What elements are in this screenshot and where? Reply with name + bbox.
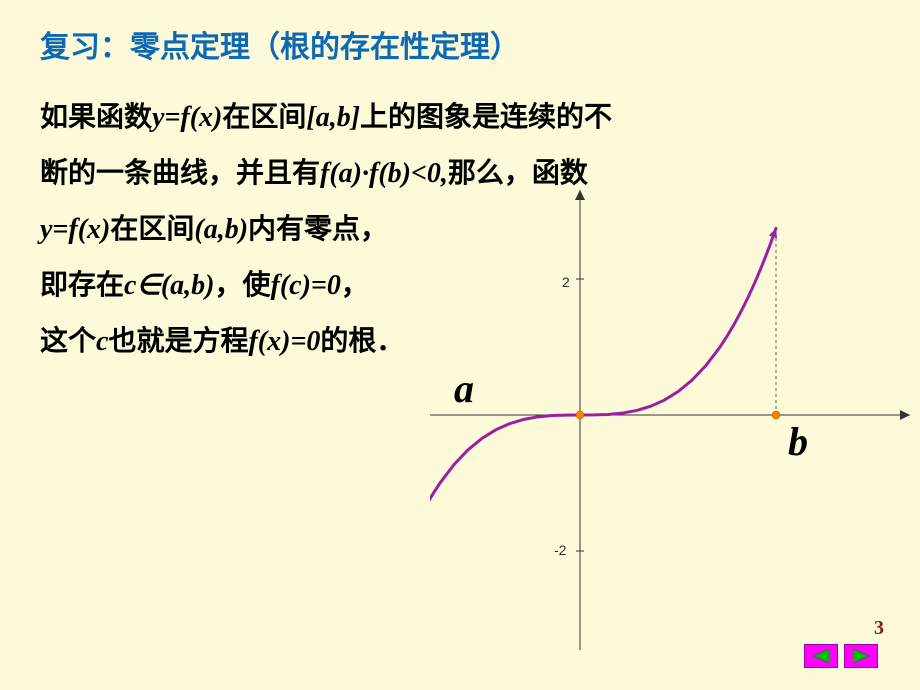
t5b: c: [96, 326, 108, 357]
ytick-neg2: -2: [554, 542, 566, 558]
page-number: 3: [874, 617, 884, 640]
t4d: f(c)=0: [271, 270, 341, 301]
line-1: 如果函数y=f(x)在区间[a,b]上的图象是连续的不: [40, 90, 880, 146]
page-title: 复习：零点定理（根的存在性定理）: [40, 22, 520, 66]
t5d: f(x)=0: [248, 326, 320, 357]
t1d: [a,b]: [306, 102, 360, 133]
t1c: 在区间: [222, 102, 306, 133]
t3c: (a,b): [194, 214, 248, 245]
nav-buttons: [804, 644, 878, 668]
label-a: a: [454, 365, 474, 412]
t4e: ，: [341, 270, 369, 301]
ytick-2: 2: [562, 274, 570, 290]
label-b: b: [788, 418, 808, 465]
t3b: 在区间: [110, 214, 194, 245]
t3d: 内有零点，: [248, 214, 388, 245]
t1b: y=f(x): [152, 102, 222, 133]
prev-button[interactable]: [804, 644, 838, 668]
t2a: 断的一条曲线，并且有: [40, 158, 320, 189]
next-button[interactable]: [844, 644, 878, 668]
t2b: f(a)·f(b)<0,: [320, 158, 448, 189]
t2c: 那么，函数: [448, 158, 588, 189]
t1a: 如果函数: [40, 102, 152, 133]
t5a: 这个: [40, 326, 96, 357]
t1e: 上的图象是连续的不: [360, 102, 612, 133]
t4a: 即存在: [40, 270, 124, 301]
t5e: 的根．: [320, 326, 404, 357]
triangle-left-icon: [813, 649, 829, 663]
t4c: ，使: [214, 270, 270, 301]
t5c: 也就是方程: [108, 326, 248, 357]
triangle-right-icon: [853, 649, 869, 663]
chart-svg: [430, 190, 910, 650]
t3a: y=f(x): [40, 214, 110, 245]
t4b: c∈(a,b): [124, 270, 214, 301]
function-chart: a b 2 -2: [430, 190, 910, 650]
